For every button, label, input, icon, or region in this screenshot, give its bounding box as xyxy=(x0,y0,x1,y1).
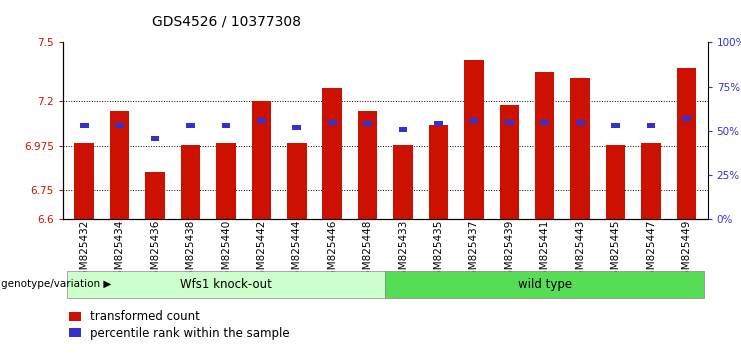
Bar xyxy=(110,111,130,219)
Bar xyxy=(293,125,301,130)
Bar xyxy=(257,118,266,123)
Text: Wfs1 knock-out: Wfs1 knock-out xyxy=(180,278,272,291)
Legend: transformed count, percentile rank within the sample: transformed count, percentile rank withi… xyxy=(69,310,290,340)
Text: GSM825441: GSM825441 xyxy=(539,219,550,283)
Text: genotype/variation ▶: genotype/variation ▶ xyxy=(1,279,111,289)
Bar xyxy=(464,60,484,219)
Text: GSM825444: GSM825444 xyxy=(292,219,302,283)
Text: GSM825442: GSM825442 xyxy=(256,219,266,283)
Bar xyxy=(216,143,236,219)
Text: GSM825447: GSM825447 xyxy=(646,219,656,283)
Bar xyxy=(499,105,519,219)
Bar xyxy=(535,72,554,219)
Text: GSM825445: GSM825445 xyxy=(611,219,620,283)
Text: GSM825432: GSM825432 xyxy=(79,219,89,283)
Bar xyxy=(682,116,691,121)
Bar xyxy=(186,123,195,128)
Bar xyxy=(641,143,661,219)
Text: wild type: wild type xyxy=(518,278,572,291)
Bar xyxy=(252,102,271,219)
Bar xyxy=(358,111,377,219)
Bar xyxy=(677,68,696,219)
Bar xyxy=(75,143,94,219)
Bar xyxy=(540,120,549,125)
Text: GSM825434: GSM825434 xyxy=(115,219,124,283)
Bar xyxy=(287,143,307,219)
Bar xyxy=(571,78,590,219)
Bar xyxy=(399,127,408,132)
Bar xyxy=(67,270,385,298)
Text: GSM825443: GSM825443 xyxy=(575,219,585,283)
Bar xyxy=(385,270,704,298)
Bar xyxy=(606,145,625,219)
Bar xyxy=(393,145,413,219)
Bar xyxy=(80,123,89,128)
Bar xyxy=(434,121,443,126)
Text: GSM825439: GSM825439 xyxy=(505,219,514,283)
Text: GSM825449: GSM825449 xyxy=(682,219,691,283)
Bar xyxy=(328,120,336,125)
Bar xyxy=(116,123,124,128)
Bar xyxy=(222,123,230,128)
Bar xyxy=(470,118,478,123)
Text: GSM825440: GSM825440 xyxy=(221,219,231,283)
Bar xyxy=(363,121,372,126)
Text: GSM825448: GSM825448 xyxy=(362,219,373,283)
Bar xyxy=(576,120,585,125)
Text: GSM825436: GSM825436 xyxy=(150,219,160,283)
Text: GDS4526 / 10377308: GDS4526 / 10377308 xyxy=(152,14,301,28)
Bar xyxy=(145,172,165,219)
Bar xyxy=(181,145,200,219)
Bar xyxy=(150,136,159,141)
Text: GSM825435: GSM825435 xyxy=(433,219,443,283)
Bar xyxy=(322,88,342,219)
Text: GSM825437: GSM825437 xyxy=(469,219,479,283)
Text: GSM825438: GSM825438 xyxy=(185,219,196,283)
Bar xyxy=(429,125,448,219)
Bar xyxy=(505,120,514,125)
Text: GSM825433: GSM825433 xyxy=(398,219,408,283)
Text: GSM825446: GSM825446 xyxy=(328,219,337,283)
Bar xyxy=(647,123,655,128)
Bar xyxy=(611,123,620,128)
